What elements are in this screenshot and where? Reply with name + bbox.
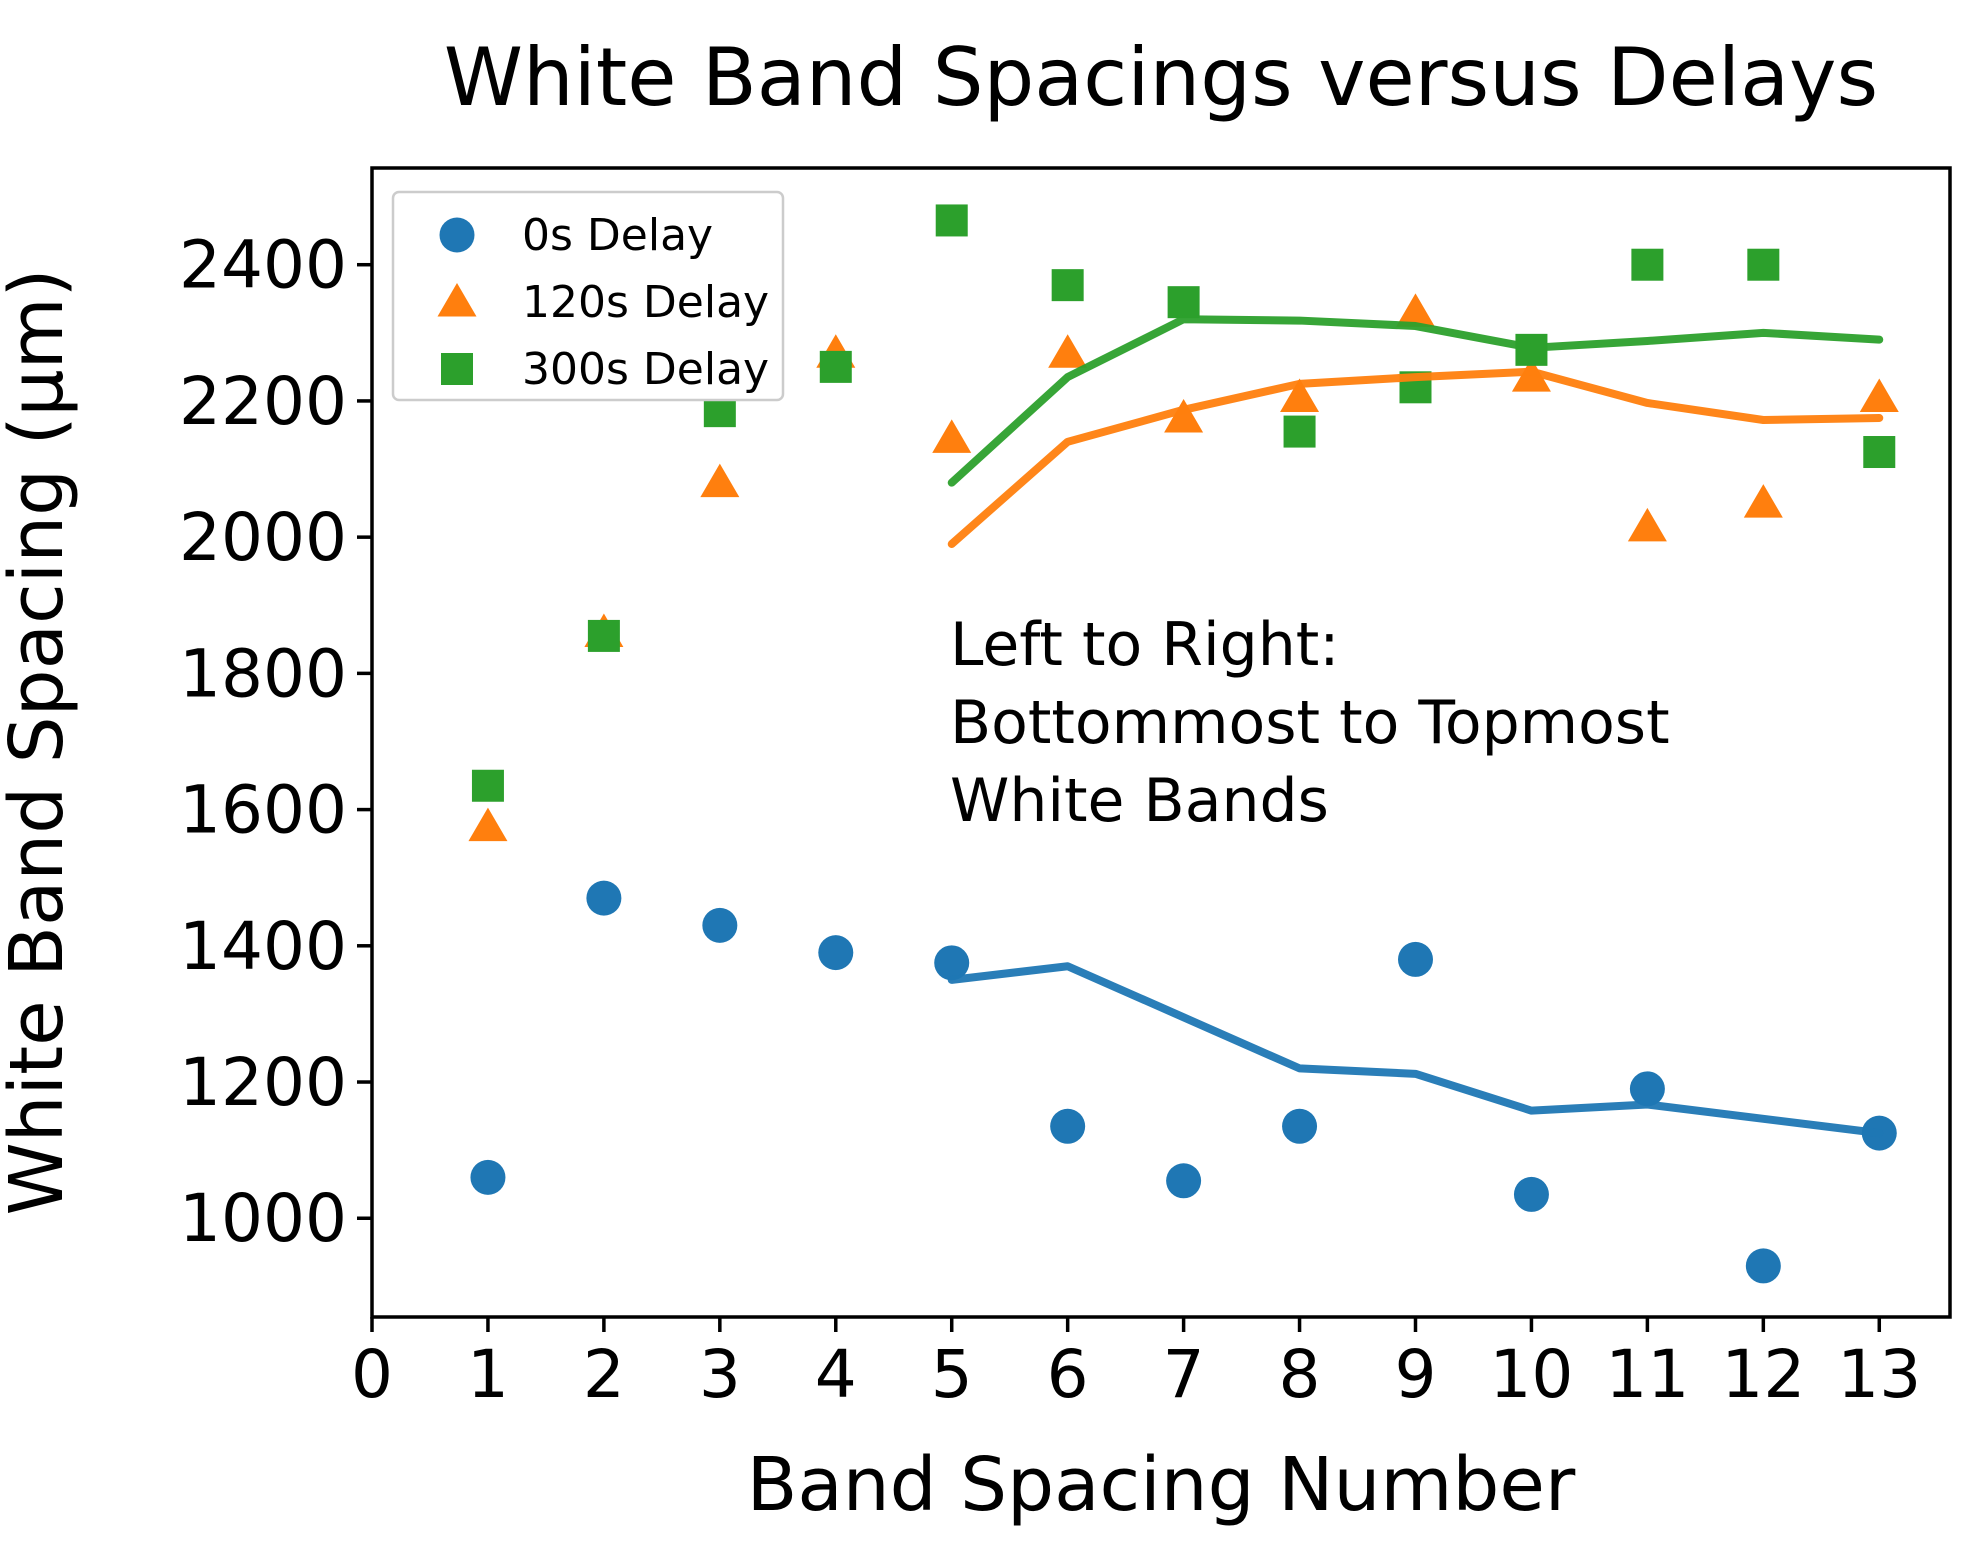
y-tick-label: 1600	[179, 772, 347, 849]
data-point	[702, 907, 738, 943]
data-point	[935, 204, 968, 237]
x-tick-label: 12	[1721, 1336, 1805, 1413]
x-tick-label: 0	[351, 1336, 393, 1413]
data-point	[700, 463, 740, 498]
annotation-line: White Bands	[950, 766, 1329, 836]
legend-item-0s-delay: 0s Delay	[522, 210, 713, 261]
data-points-layer	[468, 204, 1899, 1284]
data-point	[1747, 248, 1780, 281]
legend-markers	[437, 217, 477, 385]
annotation-line: Left to Right:	[950, 610, 1339, 680]
data-point	[468, 807, 508, 842]
x-tick-label: 11	[1605, 1336, 1689, 1413]
data-point	[819, 350, 852, 383]
trend-line-120s-delay	[947, 367, 1884, 548]
data-point	[1631, 248, 1664, 281]
data-point	[586, 880, 622, 916]
data-point	[1282, 1108, 1318, 1144]
data-point	[587, 619, 620, 652]
data-point	[1513, 1176, 1549, 1212]
data-point	[1629, 1071, 1665, 1107]
data-point	[1167, 286, 1200, 319]
data-point	[437, 283, 477, 317]
x-tick-label: 2	[583, 1336, 625, 1413]
y-tick-label: 2200	[179, 363, 347, 440]
x-tick-label: 4	[815, 1336, 857, 1413]
trend-line-300s-delay	[947, 315, 1884, 487]
data-point	[471, 769, 504, 802]
data-point	[818, 935, 854, 971]
x-tick-label: 7	[1163, 1336, 1205, 1413]
data-point	[441, 353, 473, 385]
data-point	[1166, 1163, 1202, 1199]
data-point	[934, 945, 970, 981]
data-point	[1050, 1108, 1086, 1144]
plot-area-border	[370, 166, 1952, 1319]
data-point	[1051, 269, 1084, 302]
x-tick-label: 13	[1837, 1336, 1921, 1413]
data-point	[1283, 415, 1316, 448]
data-point	[1048, 334, 1088, 368]
trend-lines-layer	[947, 315, 1884, 1138]
x-tick-label: 9	[1394, 1336, 1436, 1413]
data-point	[1743, 484, 1783, 518]
x-tick-label: 8	[1279, 1336, 1321, 1413]
data-point	[1164, 398, 1204, 433]
x-tick-label: 5	[931, 1336, 973, 1413]
data-point	[1395, 293, 1435, 327]
data-point	[932, 419, 972, 453]
y-tick-label: 1400	[179, 908, 347, 985]
data-point	[1745, 1248, 1781, 1284]
y-axis-label: White Band Spacing (μm)	[0, 268, 80, 1215]
data-point	[1863, 436, 1896, 469]
y-tick-label: 2000	[179, 499, 347, 576]
y-tick-label: 2400	[179, 227, 347, 304]
legend-item-300s-delay: 300s Delay	[522, 344, 769, 395]
data-point	[439, 217, 475, 253]
legend: 0s Delay 120s Delay 300s Delay	[391, 190, 785, 402]
x-tick-label: 3	[699, 1336, 741, 1413]
y-tick-label: 1200	[179, 1044, 347, 1121]
x-tick-label: 6	[1047, 1336, 1089, 1413]
series-0s-delay	[470, 880, 1897, 1284]
data-point	[1280, 378, 1320, 413]
x-axis-label: Band Spacing Number	[747, 1442, 1576, 1528]
legend-box	[391, 190, 785, 402]
annotation: Left to Right: Bottommost to Topmost Whi…	[950, 610, 1670, 836]
x-tick-label: 10	[1489, 1336, 1573, 1413]
trend-line-0s-delay	[947, 962, 1884, 1138]
y-tick-label: 1000	[179, 1180, 347, 1257]
data-point	[1627, 507, 1667, 542]
axis-ticks: 0 1 2 3 4 5 6 7 8 9 10 11 12 131000120014001600180020…	[179, 227, 1921, 1413]
data-point	[1859, 378, 1899, 413]
data-point	[1397, 941, 1433, 977]
x-tick-label: 1	[467, 1336, 509, 1413]
y-tick-label: 1800	[179, 635, 347, 712]
chart-title: White Band Spacings versus Delays	[444, 31, 1878, 124]
annotation-line: Bottommost to Topmost	[950, 688, 1670, 758]
data-point	[470, 1159, 506, 1195]
series-300s-delay	[471, 204, 1896, 802]
legend-item-120s-delay: 120s Delay	[522, 277, 769, 328]
